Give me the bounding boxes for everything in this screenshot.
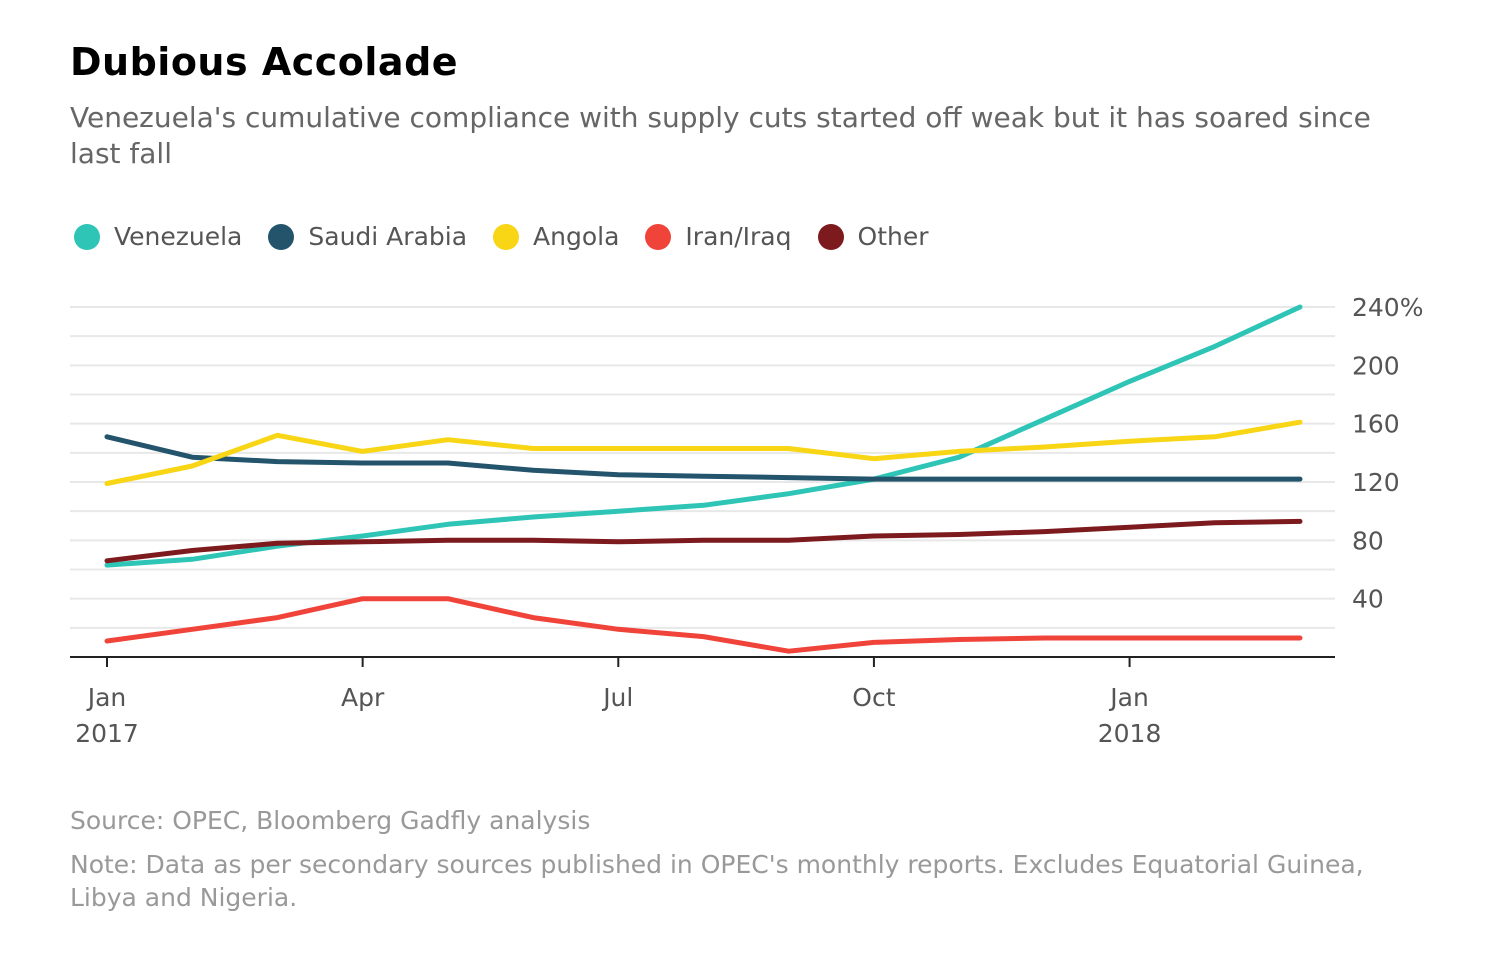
y-tick-label: 160 [1352, 410, 1400, 439]
x-tick-label: Jul [601, 683, 633, 712]
legend-item-other: Other [817, 222, 929, 251]
y-tick-label: 80 [1352, 526, 1384, 555]
legend-label-iran-iraq: Iran/Iraq [685, 222, 792, 251]
y-tick-label: 240% [1352, 293, 1423, 322]
line-chart: Jan 2017 Apr Jul Oct Jan 2018 40 80 120 160 200 240… [70, 293, 1423, 748]
x-tick-label: Apr [341, 683, 385, 712]
legend-label-angola: Angola [533, 222, 620, 251]
legend-item-iran-iraq: Iran/Iraq [645, 222, 792, 251]
legend-item-saudi-arabia: Saudi Arabia [268, 222, 467, 251]
x-tick-label: Jan [86, 683, 127, 712]
legend-swatch-saudi-arabia [268, 223, 295, 250]
footnote: Note: Data as per secondary sources publ… [70, 850, 1364, 912]
legend-swatch-iran-iraq [645, 223, 672, 250]
chart-legend: Venezuela Saudi Arabia Angola Iran/Iraq … [74, 222, 955, 251]
series-lines [104, 304, 1303, 654]
legend-swatch-angola [493, 223, 520, 250]
chart-title: Dubious Accolade [70, 40, 459, 84]
series-line-saudi-arabia [104, 434, 1303, 482]
series-line-angola [104, 419, 1303, 486]
x-tick-label: Oct [852, 683, 895, 712]
x-tick-year-label: 2017 [75, 719, 139, 748]
legend-item-venezuela: Venezuela [74, 222, 242, 251]
series-line-other [104, 518, 1303, 564]
legend-item-angola: Angola [493, 222, 619, 251]
legend-label-saudi-arabia: Saudi Arabia [308, 222, 468, 251]
y-tick-label: 200 [1352, 351, 1400, 380]
legend-swatch-other [817, 223, 844, 250]
x-tick-label: Jan [1108, 683, 1149, 712]
gridlines [70, 306, 1335, 629]
source-note: Source: OPEC, Bloomberg Gadfly analysis [70, 806, 591, 835]
legend-label-venezuela: Venezuela [114, 222, 243, 251]
series-line-iran-iraq [104, 596, 1303, 654]
x-axis: Jan 2017 Apr Jul Oct Jan 2018 [70, 656, 1335, 748]
y-tick-label: 120 [1352, 468, 1400, 497]
y-axis-labels: 40 80 120 160 200 240% [1352, 293, 1423, 614]
x-tick-year-label: 2018 [1098, 719, 1162, 748]
legend-swatch-venezuela [74, 223, 100, 250]
legend-label-other: Other [857, 222, 929, 251]
chart-subtitle: Venezuela's cumulative compliance with s… [70, 101, 1371, 170]
y-tick-label: 40 [1352, 585, 1384, 614]
